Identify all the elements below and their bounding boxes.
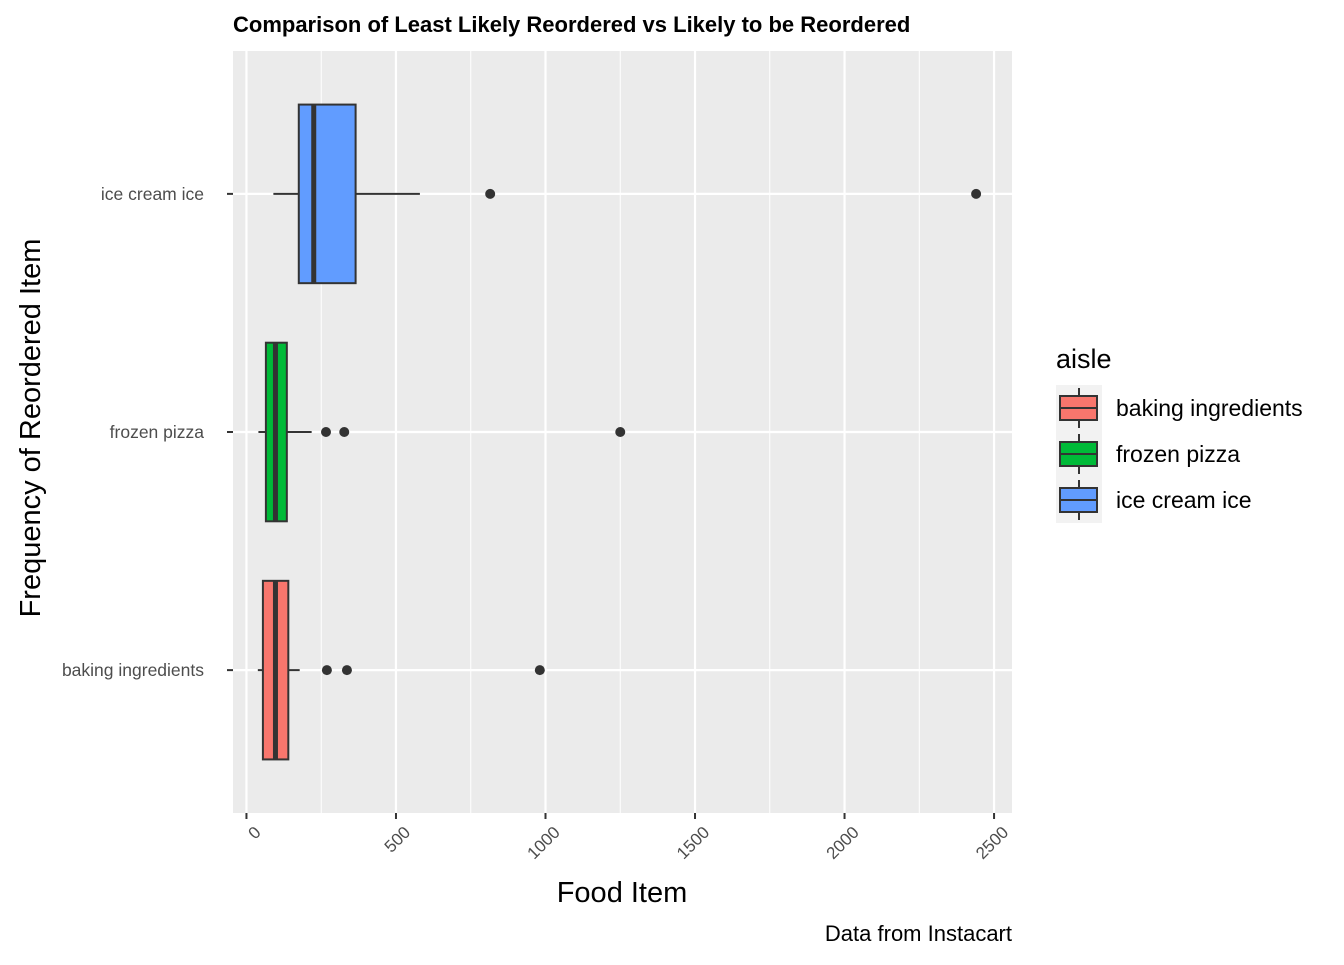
outlier-point-frozen-pizza xyxy=(339,427,350,437)
outlier-point-frozen-pizza xyxy=(615,427,626,437)
legend: aisle baking ingredients frozen pizza ice … xyxy=(1056,344,1303,523)
outlier-point-frozen-pizza xyxy=(321,427,332,437)
y-tick-label: baking ingredients xyxy=(62,660,204,680)
legend-label-ice-cream-ice: ice cream ice xyxy=(1116,487,1251,513)
outlier-point-ice-cream-ice xyxy=(971,188,982,199)
plot-marks xyxy=(257,103,982,761)
x-tick-label: 2000 xyxy=(823,823,863,863)
chart-caption: Data from Instacart xyxy=(825,921,1012,946)
x-tick-label: 0 xyxy=(245,823,265,843)
y-axis-title: Frequency of Reordered Item xyxy=(15,239,47,618)
box-ice-cream-ice xyxy=(297,103,357,285)
y-tick-label: frozen pizza xyxy=(110,422,205,442)
outlier-point-ice-cream-ice xyxy=(485,188,496,199)
plot-panel xyxy=(233,51,1012,813)
legend-title: aisle xyxy=(1056,344,1112,374)
x-tick-label: 1500 xyxy=(673,823,713,863)
legend-label-baking-ingredients: baking ingredients xyxy=(1116,395,1303,421)
x-tick-label: 1000 xyxy=(524,823,564,863)
x-tick-label: 2500 xyxy=(972,823,1012,863)
chart-title: Comparison of Least Likely Reordered vs … xyxy=(233,12,910,37)
y-tick-label: ice cream ice xyxy=(101,184,204,204)
outlier-point-baking-ingredients xyxy=(534,665,545,676)
x-tick-label: 500 xyxy=(381,823,414,856)
legend-label-frozen-pizza: frozen pizza xyxy=(1116,441,1240,467)
outlier-point-baking-ingredients xyxy=(321,665,332,676)
x-axis-title: Food Item xyxy=(557,877,688,909)
outlier-point-baking-ingredients xyxy=(341,665,352,676)
